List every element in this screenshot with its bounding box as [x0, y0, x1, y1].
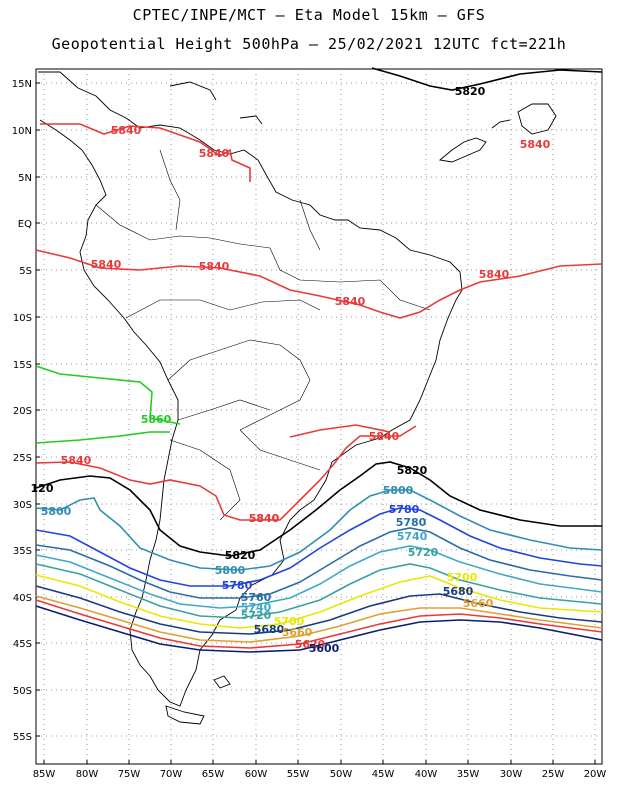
contour-label: 5740 [397, 530, 428, 543]
title-line-1: CPTEC/INPE/MCT – Eta Model 15km – GFS [132, 6, 486, 24]
contour-label: 5700 [447, 571, 478, 584]
lon-tick-label: 35W [457, 769, 480, 780]
title-line-2: Geopotential Height 500hPa – 25/02/2021 … [51, 35, 567, 53]
contour-label: 120 [31, 482, 54, 495]
contour-5820-north [371, 67, 603, 91]
lon-tick-label: 85W [33, 769, 56, 780]
contour-5840-north [40, 123, 251, 182]
lon-tick-label: 55W [287, 769, 310, 780]
contour-label: 5780 [222, 579, 253, 592]
lat-tick-label: EQ [18, 219, 32, 230]
lon-tick-label: 60W [245, 769, 268, 780]
lat-tick-label: 15N [12, 79, 32, 90]
lat-tick-label: 45S [13, 639, 32, 650]
lon-tick-label: 75W [118, 769, 141, 780]
contour-label: 5660 [282, 626, 313, 639]
contour-5620 [35, 599, 603, 649]
contour-label: 5840 [520, 138, 551, 151]
contour-label: 5840 [199, 260, 230, 273]
lat-tick-label: 5N [18, 173, 32, 184]
lon-tick-label: 30W [500, 769, 523, 780]
contour-label: 5780 [389, 503, 420, 516]
contour-label: 5840 [249, 512, 280, 525]
lon-tick-label: 25W [542, 769, 565, 780]
contour-5840-tropics [35, 249, 603, 319]
latitude-tick-labels: 15N 10N 5N EQ 5S 10S 15S 20S 25S 30S 35S 40S 45S 50S 5… [12, 79, 32, 743]
lat-tick-label: 25S [13, 453, 32, 464]
contour-5800 [35, 489, 603, 571]
lat-tick-label: 30S [13, 500, 32, 511]
contour-label: 5740 [241, 601, 272, 614]
lat-tick-label: 5S [19, 266, 32, 277]
grid-lines [36, 69, 602, 764]
contour-5740 [35, 545, 603, 609]
lat-tick-label: 10S [13, 313, 32, 324]
contour-label: 5840 [479, 268, 510, 281]
contour-label: 5600 [309, 642, 340, 655]
contour-5780 [35, 507, 603, 587]
contour-label: 5800 [41, 505, 72, 518]
lat-tick-label: 55S [13, 732, 32, 743]
contour-label: 5840 [91, 258, 122, 271]
map-frame [35, 68, 603, 765]
contour-label: 5800 [383, 484, 414, 497]
contour-5840-south-east [289, 424, 391, 438]
lat-tick-label: 15S [13, 360, 32, 371]
contour-label: 5720 [408, 546, 439, 559]
contour-label: 5760 [241, 591, 272, 604]
contour-label: 5780 [396, 516, 427, 529]
lat-tick-label: 20S [13, 406, 32, 417]
contour-label: 5860 [141, 413, 172, 426]
contour-label: 5620 [295, 638, 326, 651]
contour-5600 [35, 605, 603, 653]
lon-tick-label: 40W [415, 769, 438, 780]
contour-label: 5680 [443, 585, 474, 598]
contour-5760 [35, 527, 603, 599]
contour-label: 5840 [111, 124, 142, 137]
lat-tick-label: 50S [13, 686, 32, 697]
lon-tick-label: 80W [76, 769, 99, 780]
contour-label: 5840 [335, 295, 366, 308]
lon-tick-label: 45W [372, 769, 395, 780]
contour-labels: 5820 5840 5840 5840 5840 5840 5840 5840 5840 5840… [31, 85, 551, 655]
lat-tick-label: 35S [13, 546, 32, 557]
contour-label: 5840 [249, 512, 280, 525]
contour-5840-south [35, 425, 417, 521]
lat-tick-label: 10N [12, 126, 32, 137]
contour-label: 5700 [274, 615, 305, 628]
contour-label: 5840 [61, 454, 92, 467]
lon-tick-label: 70W [160, 769, 183, 780]
contour-5820-main [35, 461, 602, 557]
lon-tick-label: 50W [330, 769, 353, 780]
contour-5680 [35, 585, 603, 635]
contour-label: 5660 [463, 597, 494, 610]
contour-5860 [35, 365, 181, 444]
contours [35, 67, 603, 653]
contour-label: 5720 [241, 609, 272, 622]
contour-label: 5800 [215, 564, 246, 577]
longitude-tick-labels: 85W 80W 75W 70W 65W 60W 55W 50W 45W 40W 35W 30W 25W 2… [33, 769, 607, 780]
lon-tick-label: 65W [202, 769, 225, 780]
contour-5720 [35, 563, 603, 619]
contour-label: 5820 [455, 85, 486, 98]
contour-label: 5680 [254, 623, 285, 636]
lon-tick-label: 20W [584, 769, 607, 780]
contour-label: 5840 [369, 430, 400, 443]
contour-5700 [35, 574, 603, 629]
contour-label: 5840 [199, 147, 230, 160]
contour-5660 [35, 595, 603, 643]
lat-tick-label: 40S [13, 593, 32, 604]
contour-label: 5820 [225, 549, 256, 562]
contour-label: 5820 [397, 464, 428, 477]
country-borders [95, 149, 431, 521]
